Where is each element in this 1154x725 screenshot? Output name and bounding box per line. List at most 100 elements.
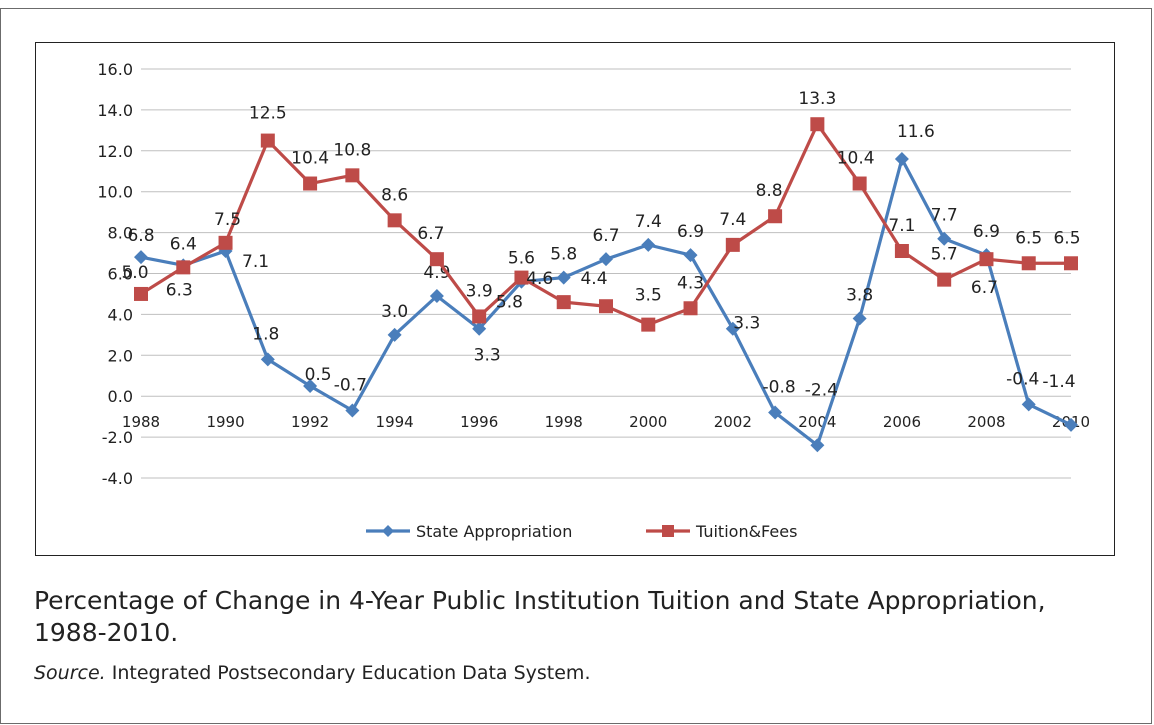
data-label: 3.0 bbox=[381, 302, 408, 322]
source-label: Source. bbox=[34, 662, 106, 684]
data-point-square bbox=[641, 317, 656, 332]
y-tick-label: 12.0 bbox=[97, 142, 133, 161]
data-point-diamond bbox=[852, 311, 867, 326]
data-label: 3.3 bbox=[733, 314, 760, 334]
data-label: 10.8 bbox=[333, 140, 371, 160]
data-label: 3.9 bbox=[466, 281, 493, 301]
data-label: 5.8 bbox=[496, 293, 523, 313]
data-point-square bbox=[1021, 256, 1036, 271]
data-label: 7.1 bbox=[888, 216, 915, 236]
data-label: 4.6 bbox=[526, 269, 553, 289]
data-label: 1.8 bbox=[252, 324, 279, 344]
data-label: 6.9 bbox=[677, 222, 704, 242]
legend-label: State Appropriation bbox=[416, 522, 572, 541]
x-tick-label: 1990 bbox=[206, 413, 244, 431]
data-label: 10.4 bbox=[837, 149, 875, 169]
data-label: -0.7 bbox=[334, 376, 367, 396]
x-tick-label: 2006 bbox=[883, 413, 921, 431]
data-label: 7.7 bbox=[931, 206, 958, 226]
data-label: 7.5 bbox=[214, 210, 241, 230]
data-label: 3.8 bbox=[846, 285, 873, 305]
data-label: 0.5 bbox=[305, 365, 332, 385]
data-point-square bbox=[218, 235, 233, 250]
data-point-square bbox=[303, 176, 318, 191]
y-tick-label: 8.0 bbox=[108, 224, 133, 243]
data-label: -0.8 bbox=[763, 378, 796, 398]
y-tick-label: -2.0 bbox=[102, 428, 133, 447]
data-label: 6.7 bbox=[592, 226, 619, 246]
figure-caption: Percentage of Change in 4-Year Public In… bbox=[34, 586, 1046, 647]
data-label: 8.8 bbox=[756, 181, 783, 201]
data-point-diamond bbox=[260, 352, 275, 367]
x-tick-label: 1992 bbox=[291, 413, 329, 431]
data-label: 6.9 bbox=[973, 222, 1000, 242]
data-label: 6.4 bbox=[170, 234, 197, 254]
data-point-square bbox=[514, 270, 529, 285]
data-label: 10.4 bbox=[291, 149, 329, 169]
data-point-diamond bbox=[599, 252, 613, 267]
data-label: 4.3 bbox=[677, 273, 704, 293]
data-label: 6.5 bbox=[1053, 228, 1080, 248]
x-tick-label: 2002 bbox=[714, 413, 752, 431]
data-label: 6.7 bbox=[417, 224, 444, 244]
data-point-square bbox=[176, 260, 191, 275]
data-label: 6.7 bbox=[971, 278, 998, 298]
x-tick-label: 2000 bbox=[629, 413, 667, 431]
data-point-diamond bbox=[556, 270, 571, 285]
data-label: -2.4 bbox=[805, 380, 838, 400]
data-label: 5.6 bbox=[508, 249, 535, 269]
data-label: 5.8 bbox=[550, 245, 577, 265]
data-point-diamond bbox=[683, 248, 698, 263]
data-label: 5.7 bbox=[931, 245, 958, 265]
figure-frame: 16.0 14.0 12.0 10.0 8.0 6.0 4.0 2.0 0.0 -2.0 -4.0 1… bbox=[0, 8, 1152, 724]
data-label: 8.6 bbox=[381, 185, 408, 205]
data-point-square bbox=[1064, 256, 1078, 271]
data-label: 4.4 bbox=[580, 269, 607, 289]
data-label: 3.5 bbox=[635, 286, 662, 306]
data-point-square bbox=[683, 301, 698, 316]
data-point-diamond bbox=[1021, 397, 1036, 412]
data-label: 3.3 bbox=[474, 346, 501, 366]
data-point-square bbox=[894, 244, 909, 259]
y-tick-label: 2.0 bbox=[108, 346, 133, 365]
data-point-diamond bbox=[345, 403, 360, 418]
data-point-square bbox=[979, 252, 994, 267]
y-tick-label: 10.0 bbox=[97, 183, 133, 202]
source-text: Integrated Postsecondary Education Data … bbox=[105, 662, 591, 684]
data-label: 6.3 bbox=[166, 280, 193, 300]
data-point-square bbox=[260, 133, 275, 148]
data-point-diamond bbox=[937, 231, 952, 246]
data-point-diamond bbox=[134, 250, 148, 265]
data-point-diamond bbox=[429, 288, 444, 303]
y-tick-label: 16.0 bbox=[97, 60, 133, 79]
data-point-diamond bbox=[768, 405, 783, 420]
y-tick-label: 14.0 bbox=[97, 101, 133, 120]
y-tick-label: 6.0 bbox=[108, 265, 133, 284]
data-point-square bbox=[345, 168, 360, 183]
legend-label: Tuition&Fees bbox=[695, 522, 797, 541]
x-tick-label: 1994 bbox=[376, 413, 414, 431]
data-label: 6.5 bbox=[1015, 228, 1042, 248]
data-label: 7.1 bbox=[242, 252, 269, 272]
data-point-square bbox=[810, 117, 825, 132]
data-point-square bbox=[768, 209, 783, 224]
y-tick-label: -4.0 bbox=[102, 469, 133, 488]
data-point-diamond bbox=[387, 327, 402, 342]
data-point-square bbox=[472, 309, 487, 324]
legend-marker bbox=[382, 525, 394, 537]
data-point-diamond bbox=[472, 321, 487, 336]
data-point-square bbox=[387, 213, 402, 228]
y-tick-label: 4.0 bbox=[108, 305, 133, 324]
legend-marker bbox=[662, 525, 674, 537]
data-point-square bbox=[937, 272, 952, 287]
chart-area: 16.0 14.0 12.0 10.0 8.0 6.0 4.0 2.0 0.0 -2.0 -4.0 1… bbox=[35, 42, 1115, 556]
figure-source: Source. Integrated Postsecondary Educati… bbox=[34, 662, 590, 684]
data-point-square bbox=[556, 295, 571, 310]
data-point-diamond bbox=[810, 438, 825, 453]
data-point-square bbox=[429, 252, 444, 267]
y-tick-label: 0.0 bbox=[108, 387, 133, 406]
x-tick-label: 1988 bbox=[122, 413, 160, 431]
data-label: 13.3 bbox=[798, 89, 836, 109]
x-tick-label: 2008 bbox=[967, 413, 1005, 431]
data-point-square bbox=[852, 176, 867, 191]
